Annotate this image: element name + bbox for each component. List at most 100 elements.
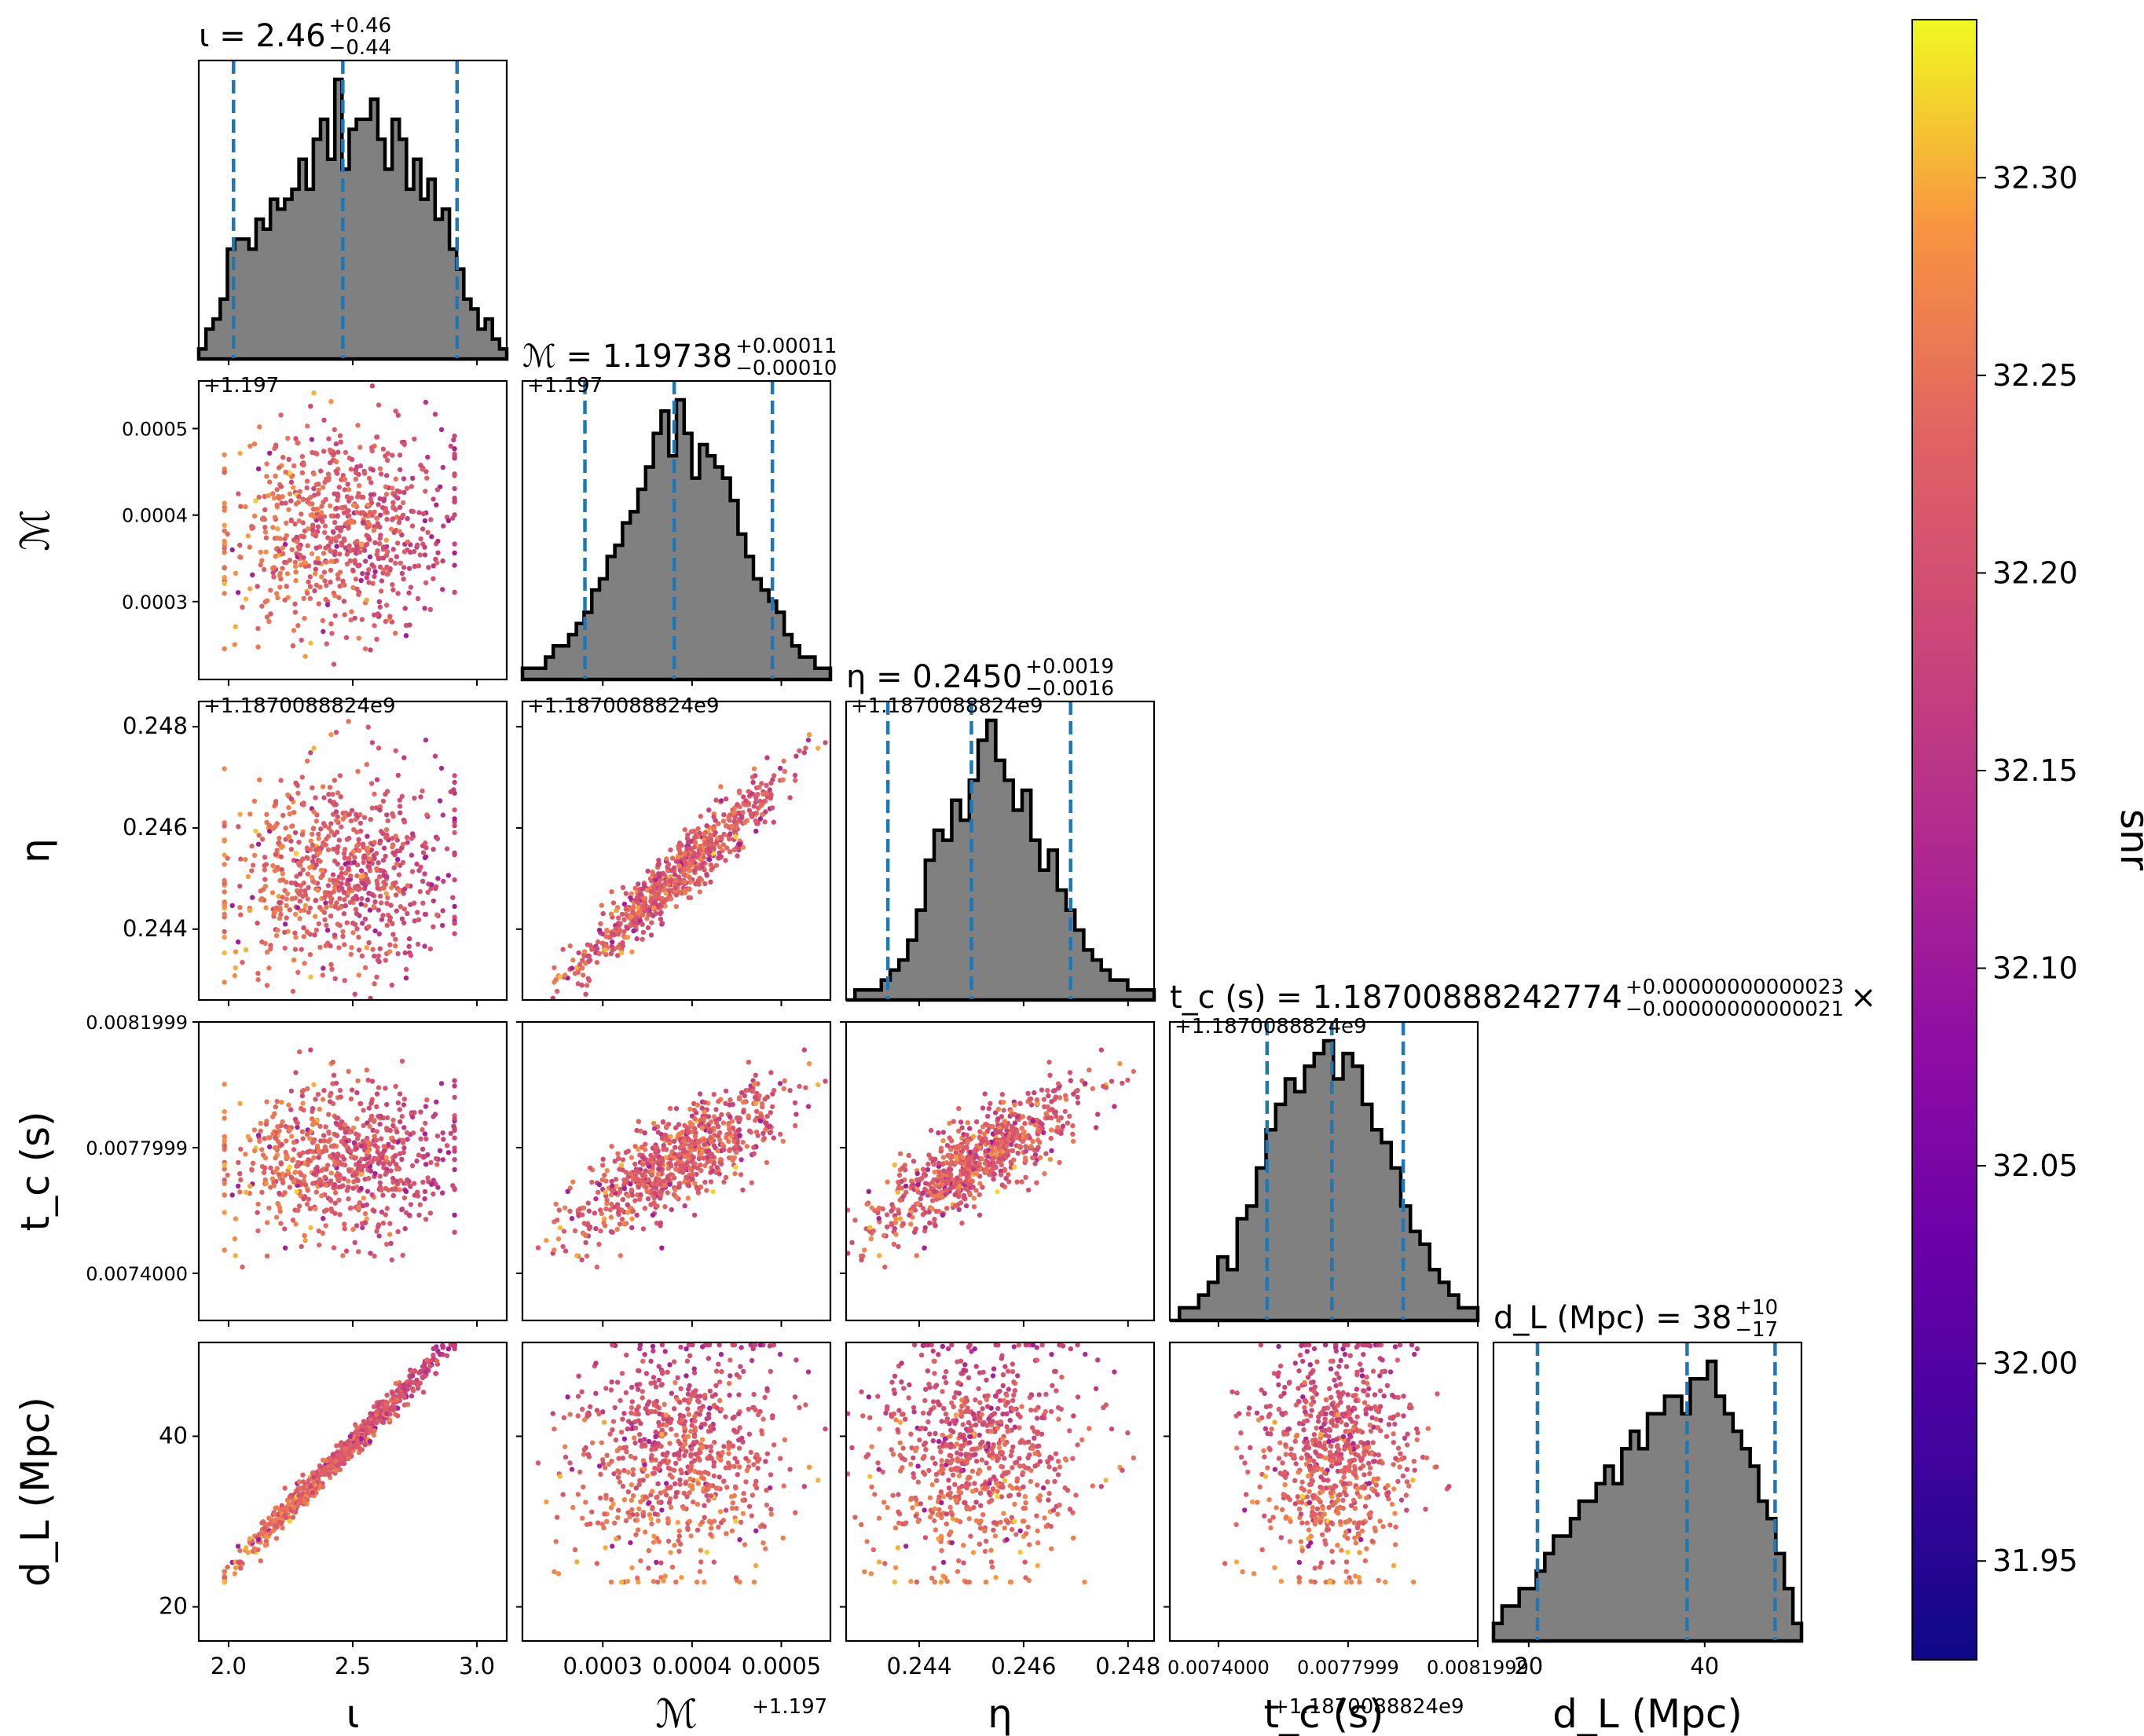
sample-point [398, 904, 404, 910]
sample-point [555, 1236, 562, 1242]
sample-point [685, 1130, 691, 1136]
sample-point [731, 819, 738, 825]
sample-point [333, 468, 339, 474]
sample-point [451, 1123, 456, 1129]
sample-point [298, 562, 304, 568]
sample-point [301, 462, 306, 468]
sample-point [383, 537, 389, 543]
sample-point [264, 614, 270, 620]
sample-point [662, 903, 668, 909]
sample-point [306, 884, 311, 891]
sample-point [358, 577, 364, 584]
sample-point [405, 883, 411, 888]
sample-point [274, 502, 280, 508]
sample-point [452, 931, 457, 936]
sample-point [321, 570, 328, 575]
sample-point [274, 848, 280, 853]
sample-point [262, 884, 269, 889]
sample-point [285, 435, 291, 441]
sample-point [342, 504, 348, 510]
sample-point [305, 1188, 310, 1193]
sample-point [328, 548, 333, 553]
sample-point [746, 789, 751, 794]
sample-point [249, 1167, 255, 1173]
sample-point [649, 878, 654, 884]
sample-point [357, 463, 364, 469]
sample-point [400, 512, 406, 518]
sample-point [300, 496, 306, 502]
sample-point [377, 1174, 383, 1179]
sample-point [346, 719, 351, 724]
sample-point [760, 1104, 765, 1110]
sample-point [738, 1157, 744, 1163]
sample-point [733, 1164, 738, 1170]
sample-point [423, 580, 429, 586]
sample-point [381, 845, 387, 851]
sample-point [322, 578, 328, 584]
sample-point [362, 903, 368, 908]
sample-point [296, 892, 302, 897]
sample-point [1050, 1088, 1057, 1094]
sample-point [671, 865, 677, 870]
sample-point [434, 1134, 441, 1139]
sample-point [394, 848, 400, 854]
sample-point [315, 524, 321, 529]
sample-point [285, 792, 291, 798]
sample-point [270, 525, 276, 530]
sample-point [991, 1171, 997, 1177]
sample-point [991, 1177, 996, 1182]
sample-point [985, 1113, 991, 1119]
sample-point [750, 779, 756, 786]
sample-point [380, 1161, 387, 1166]
sample-point [764, 790, 770, 796]
sample-point [286, 834, 291, 840]
sample-point [379, 588, 384, 594]
sample-point [313, 1189, 319, 1195]
sample-point [691, 851, 698, 856]
sample-point [768, 1110, 773, 1115]
sample-point [727, 836, 732, 842]
sample-point [367, 907, 373, 913]
sample-point [299, 1089, 305, 1094]
sample-point [273, 1135, 279, 1141]
sample-point [684, 1174, 689, 1181]
sample-point [295, 1124, 300, 1130]
sample-point [928, 1127, 934, 1134]
sample-point [250, 863, 256, 868]
sample-point [276, 493, 281, 500]
sample-point [659, 1245, 665, 1251]
sample-point [1017, 1101, 1023, 1107]
sample-point [580, 1212, 585, 1218]
sample-point [737, 841, 742, 847]
sample-point [361, 859, 366, 866]
sample-point [614, 953, 621, 958]
sample-point [255, 841, 262, 847]
sample-point [293, 570, 299, 575]
sample-point [751, 1151, 757, 1156]
sample-point [377, 893, 383, 899]
sample-point [973, 1119, 980, 1125]
sample-point [1042, 1170, 1047, 1177]
sample-point [297, 1170, 302, 1176]
sample-point [628, 1181, 633, 1187]
sample-point [944, 1206, 950, 1211]
sample-point [731, 1138, 737, 1145]
sample-point [359, 873, 365, 879]
sample-point [277, 899, 282, 906]
sample-point [369, 562, 375, 568]
sample-point [323, 1223, 328, 1229]
sample-point [222, 1134, 227, 1140]
sample-point [1046, 1093, 1051, 1099]
sample-point [412, 436, 417, 442]
sample-point [341, 1141, 347, 1147]
sample-point [452, 562, 457, 568]
sample-point [604, 927, 610, 933]
sample-point [631, 928, 636, 934]
sample-point [365, 1188, 371, 1194]
sample-point [378, 533, 383, 538]
sample-point [452, 446, 457, 452]
sample-point [328, 1170, 334, 1176]
sample-point [236, 1159, 241, 1166]
sample-point [263, 1181, 269, 1186]
sample-point [290, 643, 296, 649]
